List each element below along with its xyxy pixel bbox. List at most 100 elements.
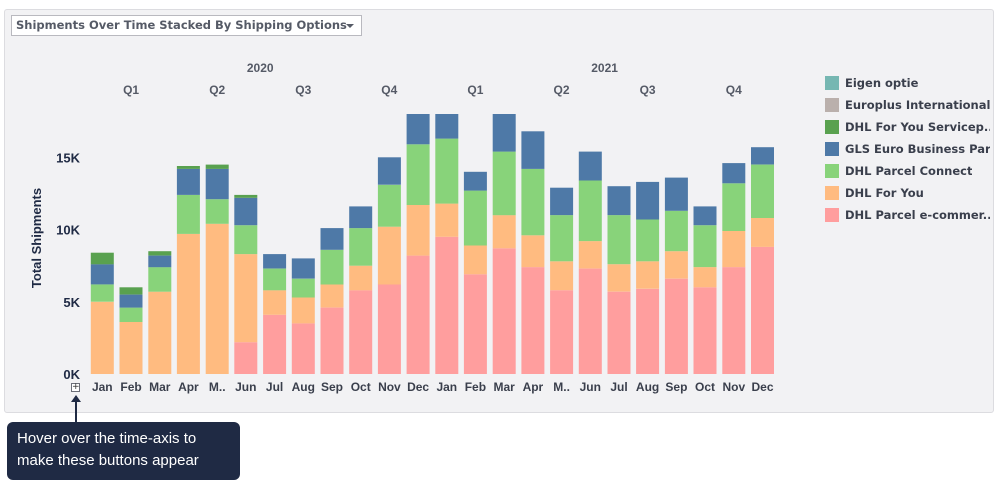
bar-segment-3-18[interactable] (607, 186, 631, 216)
bar-segment-1-5[interactable] (234, 254, 258, 343)
year-header[interactable]: 2021 (591, 61, 618, 75)
bar-segment-2-5[interactable] (234, 225, 258, 255)
bar-segment-0-15[interactable] (521, 267, 545, 374)
bar-segment-1-22[interactable] (722, 231, 746, 268)
bar-segment-0-12[interactable] (435, 236, 459, 374)
chart-selector-dropdown[interactable]: Shipments Over Time Stacked By Shipping … (11, 15, 362, 36)
x-tick-label[interactable]: Nov (378, 380, 401, 394)
legend-item[interactable]: Europlus International (825, 94, 990, 116)
bar-segment-3-23[interactable] (751, 147, 774, 165)
x-tick-label[interactable]: Apr (178, 380, 199, 394)
x-tick-label[interactable]: Jan (92, 380, 113, 394)
bar-segment-3-20[interactable] (664, 177, 688, 211)
x-tick-label[interactable]: Jun (235, 380, 256, 394)
bar-segment-3-13[interactable] (463, 171, 487, 191)
bar-segment-1-14[interactable] (492, 215, 516, 249)
bar-segment-0-11[interactable] (406, 255, 430, 374)
bar-segment-3-14[interactable] (492, 114, 516, 152)
bar-segment-0-10[interactable] (377, 284, 401, 374)
bar-segment-1-16[interactable] (550, 261, 574, 291)
bar-segment-0-8[interactable] (320, 307, 344, 374)
bar-segment-3-21[interactable] (693, 206, 717, 226)
legend-item[interactable]: GLS Euro Business Par... (825, 138, 990, 160)
bar-segment-0-21[interactable] (693, 287, 717, 374)
bar-segment-2-22[interactable] (722, 183, 746, 231)
bar-segment-3-9[interactable] (349, 206, 373, 229)
bar-segment-3-2[interactable] (148, 255, 172, 268)
bar-segment-3-0[interactable] (90, 264, 114, 285)
bar-segment-3-4[interactable] (205, 168, 229, 200)
x-tick-label[interactable]: Jun (580, 380, 601, 394)
bar-segment-1-3[interactable] (176, 233, 200, 374)
legend-item[interactable]: DHL Parcel Connect (825, 160, 990, 182)
bar-segment-3-17[interactable] (578, 151, 602, 181)
bar-segment-1-19[interactable] (636, 261, 660, 289)
bar-segment-1-0[interactable] (90, 301, 114, 374)
bar-segment-2-14[interactable] (492, 151, 516, 216)
bar-segment-4-2[interactable] (148, 251, 172, 256)
x-tick-label[interactable]: Aug (292, 380, 315, 394)
x-tick-label[interactable]: Jul (610, 380, 627, 394)
bar-segment-1-18[interactable] (607, 264, 631, 292)
bar-segment-3-19[interactable] (636, 181, 660, 220)
x-tick-label[interactable]: Sep (321, 380, 343, 394)
bar-segment-0-22[interactable] (722, 267, 746, 374)
bar-segment-1-17[interactable] (578, 241, 602, 269)
bar-segment-2-0[interactable] (90, 284, 114, 302)
x-tick-label[interactable]: Apr (523, 380, 544, 394)
bar-segment-0-5[interactable] (234, 342, 258, 374)
quarter-header[interactable]: Q2 (209, 83, 225, 97)
bar-segment-3-16[interactable] (550, 187, 574, 216)
x-tick-label[interactable]: Mar (149, 380, 171, 394)
legend-item[interactable]: Eigen optie (825, 72, 990, 94)
bar-segment-0-18[interactable] (607, 291, 631, 374)
x-tick-label[interactable]: Dec (407, 380, 429, 394)
bar-segment-0-14[interactable] (492, 248, 516, 374)
x-tick-label[interactable]: Feb (465, 380, 486, 394)
bar-segment-3-22[interactable] (722, 163, 746, 184)
bar-segment-0-13[interactable] (463, 274, 487, 374)
bar-segment-2-20[interactable] (664, 210, 688, 252)
bar-segment-1-20[interactable] (664, 251, 688, 279)
x-tick-label[interactable]: Nov (722, 380, 745, 394)
bar-segment-1-21[interactable] (693, 267, 717, 288)
legend-item[interactable]: DHL Parcel e-commer... (825, 204, 990, 226)
bar-segment-2-23[interactable] (751, 164, 774, 218)
bar-segment-0-16[interactable] (550, 290, 574, 374)
bar-segment-0-23[interactable] (751, 246, 774, 374)
bar-segment-0-20[interactable] (664, 278, 688, 374)
bar-segment-3-10[interactable] (377, 157, 401, 185)
chevron-down-icon[interactable] (346, 24, 354, 28)
quarter-header[interactable]: Q3 (640, 83, 656, 97)
x-tick-label[interactable]: Feb (120, 380, 141, 394)
bar-segment-3-1[interactable] (119, 294, 143, 308)
x-tick-label[interactable]: Mar (494, 380, 516, 394)
bar-segment-2-10[interactable] (377, 184, 401, 227)
bar-segment-2-12[interactable] (435, 138, 459, 204)
quarter-header[interactable]: Q4 (726, 83, 742, 97)
bar-segment-2-13[interactable] (463, 190, 487, 246)
bar-segment-2-17[interactable] (578, 180, 602, 242)
x-tick-label[interactable]: Dec (751, 380, 773, 394)
year-header[interactable]: 2020 (247, 61, 274, 75)
bar-segment-1-15[interactable] (521, 235, 545, 268)
bar-segment-4-4[interactable] (205, 164, 229, 169)
bar-segment-2-2[interactable] (148, 267, 172, 292)
x-tick-label[interactable]: Sep (665, 380, 687, 394)
bar-segment-4-1[interactable] (119, 287, 143, 295)
bar-segment-1-10[interactable] (377, 226, 401, 285)
bar-segment-2-15[interactable] (521, 168, 545, 236)
bar-segment-1-11[interactable] (406, 205, 430, 256)
bar-segment-3-15[interactable] (521, 131, 545, 169)
quarter-header[interactable]: Q2 (553, 83, 569, 97)
bar-segment-1-12[interactable] (435, 203, 459, 237)
expand-axis-button[interactable]: + (71, 382, 80, 392)
bar-segment-3-8[interactable] (320, 228, 344, 250)
bar-segment-1-8[interactable] (320, 284, 344, 308)
bar-segment-4-3[interactable] (176, 166, 200, 169)
bar-segment-0-19[interactable] (636, 288, 660, 374)
bar-segment-0-6[interactable] (263, 314, 287, 374)
quarter-header[interactable]: Q3 (295, 83, 311, 97)
bar-segment-1-6[interactable] (263, 290, 287, 315)
bar-segment-3-5[interactable] (234, 197, 258, 226)
